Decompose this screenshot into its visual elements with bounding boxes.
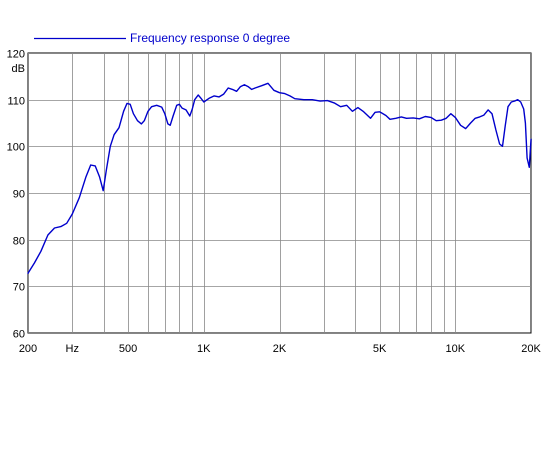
y-tick-label: 70: [13, 282, 25, 294]
x-tick-label: 500: [119, 343, 137, 355]
x-tick-label: 1K: [197, 343, 211, 355]
y-tick-label: 90: [13, 189, 25, 201]
y-tick-label: 60: [13, 329, 25, 341]
y-tick-label: 80: [13, 236, 25, 248]
x-tick-label: 5K: [373, 343, 387, 355]
x-tick-label: 200: [19, 343, 37, 355]
y-tick-labels: 60 70 80 90 100 110 120: [7, 49, 25, 341]
y-unit-label: dB: [12, 63, 25, 75]
y-tick-label: 110: [7, 96, 25, 108]
y-tick-label: 120: [7, 49, 25, 61]
x-tick-label: 2K: [273, 343, 287, 355]
legend-label: Frequency response 0 degree: [130, 31, 290, 45]
legend: Frequency response 0 degree: [34, 31, 290, 45]
x-tick-label: Hz: [66, 343, 79, 355]
x-tick-label: 10K: [446, 343, 466, 355]
x-tick-labels: 200 Hz 500 1K 2K 5K 10K 20K: [19, 343, 542, 355]
y-tick-label: 100: [7, 142, 25, 154]
x-tick-label: 20K: [521, 343, 541, 355]
